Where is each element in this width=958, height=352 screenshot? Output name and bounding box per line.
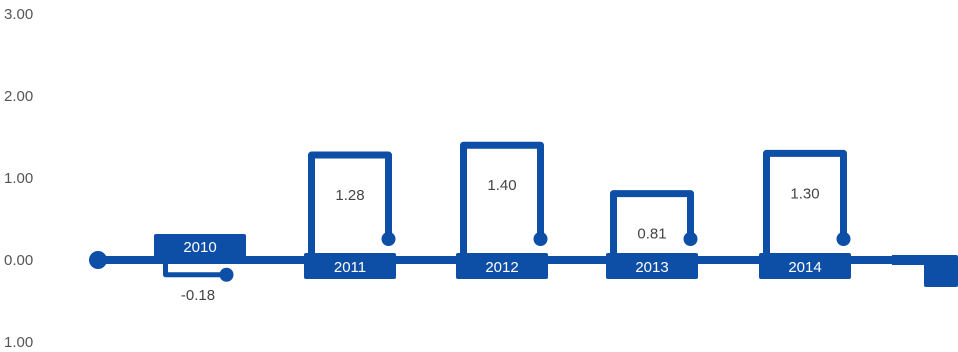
bar-group: 2013 0.81 [606,190,698,279]
bar-end-dot [836,232,851,246]
bar [308,151,392,260]
y-tick-label: 1.00 [4,170,33,187]
baseline-start-dot [89,251,107,269]
year-label: 2012 [485,259,518,276]
year-box [304,253,396,279]
bar [610,190,694,260]
y-tick-label: 1.00 [4,334,33,351]
bar-group: 2012 1.40 [456,141,548,279]
y-tick-label: 3.00 [4,6,33,23]
year-label: 2011 [334,259,366,276]
bar [460,141,544,260]
y-axis: 3.00 2.00 1.00 0.00 1.00 [4,6,33,351]
bar [163,260,227,278]
bar-group: 2011 1.28 [304,151,396,279]
year-label: 2014 [788,259,821,276]
year-box [606,253,698,279]
bar [763,149,847,260]
y-tick-label: 0.00 [4,252,33,269]
value-label: 1.28 [335,187,364,204]
value-label: 1.40 [487,177,516,194]
year-label: 2010 [183,239,216,256]
bar-group: 2010 -0.18 [154,234,246,304]
bars-group: 2010 -0.18 2011 1.28 2012 1.40 2013 0.81 2014 1.3… [154,141,851,304]
value-label: -0.18 [181,287,215,304]
bar-end-dot [381,232,396,246]
bar-end-dot [533,232,548,246]
baseline-end-block [924,255,958,287]
bar-group: 2014 1.30 [759,149,851,279]
year-label: 2013 [635,259,668,276]
bar-end-dot [683,232,698,246]
year-box [759,253,851,279]
bar-end-dot [219,267,234,282]
year-box [154,234,246,260]
y-tick-label: 2.00 [4,88,33,105]
year-box [456,253,548,279]
value-label: 0.81 [637,226,666,243]
value-label: 1.30 [790,185,819,202]
baseline-end-bar [892,255,942,265]
